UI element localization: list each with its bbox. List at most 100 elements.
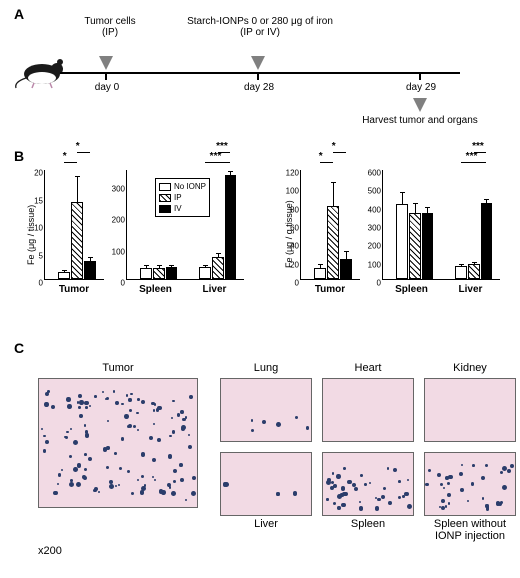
histology-tile xyxy=(322,378,414,442)
sig-text: *** xyxy=(216,141,228,152)
xlabel: Spleen xyxy=(382,284,441,295)
stain-dot xyxy=(181,427,186,432)
stain-dot xyxy=(109,484,114,489)
stain-dot xyxy=(293,491,298,496)
bar xyxy=(409,213,421,279)
sig-text: * xyxy=(332,141,336,152)
stain-dot xyxy=(377,498,381,502)
stain-dot xyxy=(341,503,346,508)
stain-dot xyxy=(500,471,503,474)
stain-dot xyxy=(445,505,447,507)
stain-dot xyxy=(375,506,380,511)
histology-label: Heart xyxy=(322,362,414,374)
stain-dot xyxy=(129,409,132,412)
stain-dot xyxy=(44,402,48,406)
stain-dot xyxy=(82,475,86,479)
bar xyxy=(84,261,96,279)
stain-dot xyxy=(407,479,409,481)
stain-dot xyxy=(98,491,100,493)
sig-bracket xyxy=(333,152,346,153)
panel-b-label: B xyxy=(14,148,24,164)
sig-bracket xyxy=(461,162,487,163)
histology-label: Spleen withoutIONP injection xyxy=(424,518,516,542)
stain-dot xyxy=(121,437,125,441)
errorbar xyxy=(427,208,428,213)
stain-dot xyxy=(500,501,503,504)
ytick: 400 xyxy=(368,205,383,214)
harvest-text: Harvest tumor and organs xyxy=(320,115,520,126)
stain-dot xyxy=(102,391,104,393)
event-0-tick xyxy=(105,72,107,80)
stain-dot xyxy=(114,452,117,455)
stain-dot xyxy=(113,390,115,392)
stain-dot xyxy=(177,413,180,416)
histology-tile xyxy=(424,452,516,516)
chart-box: 020406080100120** xyxy=(300,170,360,280)
stain-dot xyxy=(502,485,507,490)
stain-dot xyxy=(437,473,441,477)
histology-label: Lung xyxy=(220,362,312,374)
errorbar xyxy=(486,200,487,203)
stain-dot xyxy=(73,440,78,445)
errorbar xyxy=(333,183,334,206)
stain-dot xyxy=(169,435,171,437)
bar xyxy=(58,272,70,279)
stain-dot xyxy=(383,487,386,490)
errorbar-cap xyxy=(459,264,464,265)
stain-dot xyxy=(347,480,351,484)
ytick: 80 xyxy=(290,205,301,214)
stain-dot xyxy=(359,506,363,510)
bar xyxy=(468,264,480,279)
errorbar-cap xyxy=(400,192,405,193)
stain-dot xyxy=(447,482,450,485)
stain-dot xyxy=(188,445,192,449)
ytick: 100 xyxy=(286,187,301,196)
stain-dot xyxy=(185,499,187,501)
stain-dot xyxy=(179,463,183,467)
stain-dot xyxy=(43,449,47,453)
ytick: 500 xyxy=(368,187,383,196)
histology-label: Tumor xyxy=(38,362,198,374)
stain-dot xyxy=(149,436,153,440)
sig-bracket xyxy=(77,152,90,153)
stain-dot xyxy=(404,492,409,497)
errorbar xyxy=(461,265,462,266)
stain-dot xyxy=(109,480,113,484)
stain-dot xyxy=(425,483,429,487)
event-1-bottom: day 28 xyxy=(234,82,284,93)
stain-dot xyxy=(141,400,145,404)
stain-dot xyxy=(276,422,281,427)
errorbar xyxy=(171,266,172,268)
stain-dot xyxy=(133,425,137,429)
ytick: 60 xyxy=(290,224,301,233)
panel-a-label: A xyxy=(14,6,24,22)
ytick: 300 xyxy=(368,224,383,233)
stain-dot xyxy=(185,416,187,418)
ytick: 20 xyxy=(290,260,301,269)
stain-dot xyxy=(70,428,72,430)
stain-dot xyxy=(459,472,463,476)
stain-dot xyxy=(84,453,87,456)
bar xyxy=(153,268,165,279)
stain-dot xyxy=(472,464,475,467)
stain-dot xyxy=(482,497,484,499)
stain-dot xyxy=(124,414,129,419)
stain-dot xyxy=(106,397,109,400)
ytick: 15 xyxy=(34,196,45,205)
stain-dot xyxy=(486,507,490,511)
stain-dot xyxy=(128,424,133,429)
stain-dot xyxy=(140,490,144,494)
stain-dot xyxy=(337,506,340,509)
bar xyxy=(396,204,408,279)
errorbar-cap xyxy=(157,265,162,266)
bar xyxy=(140,268,152,279)
harvest-arrow xyxy=(413,98,427,112)
errorbar-cap xyxy=(88,257,93,258)
stain-dot xyxy=(94,487,98,491)
stain-dot xyxy=(460,488,464,492)
stain-dot xyxy=(115,485,117,487)
stain-dot xyxy=(65,436,68,439)
stain-dot xyxy=(333,484,337,488)
histology-tile xyxy=(220,378,312,442)
errorbar xyxy=(77,177,78,202)
